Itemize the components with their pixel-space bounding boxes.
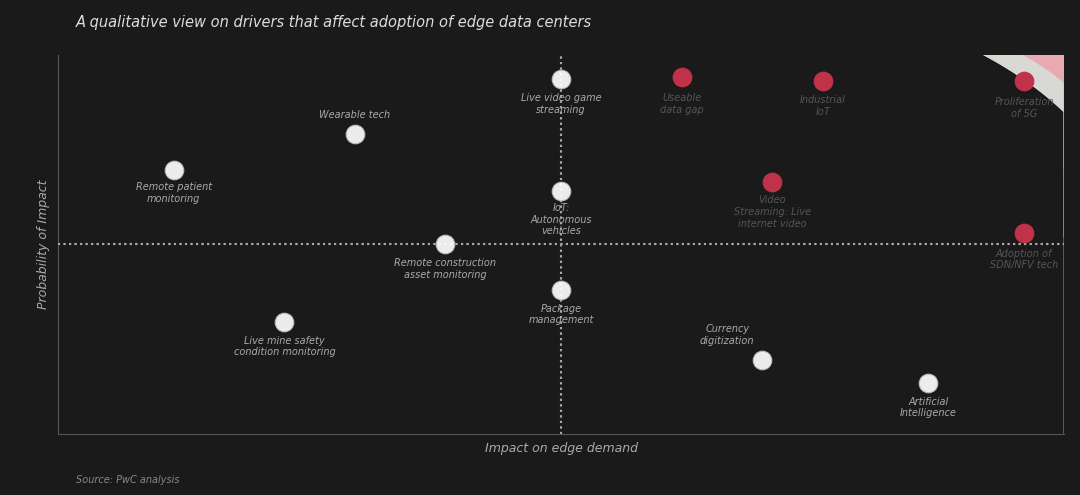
X-axis label: Impact on edge demand: Impact on edge demand	[485, 442, 637, 455]
Point	[754, 356, 771, 364]
Text: Adoption of
SDN/NFV tech: Adoption of SDN/NFV tech	[990, 248, 1058, 270]
Point	[764, 178, 781, 186]
Text: Source: PwC analysis: Source: PwC analysis	[76, 475, 179, 485]
Y-axis label: Probability of Impact: Probability of Impact	[37, 180, 50, 309]
Point	[436, 240, 454, 248]
Polygon shape	[642, 0, 1080, 237]
Point	[1015, 77, 1032, 85]
Point	[347, 130, 364, 138]
Text: Remote construction
asset monitoring: Remote construction asset monitoring	[394, 258, 497, 280]
Text: Remote patient
monitoring: Remote patient monitoring	[136, 182, 212, 204]
Text: Wearable tech: Wearable tech	[320, 110, 390, 120]
Point	[814, 77, 832, 85]
Polygon shape	[642, 0, 1080, 434]
Point	[1015, 229, 1032, 237]
Text: Currency
digitization: Currency digitization	[700, 325, 755, 346]
Point	[920, 379, 937, 387]
Text: Industrial
IoT: Industrial IoT	[800, 95, 846, 117]
Text: Package
management: Package management	[528, 303, 594, 325]
Point	[165, 166, 183, 174]
Polygon shape	[823, 9, 1080, 168]
Text: IoT:
Autonomous
vehicles: IoT: Autonomous vehicles	[530, 203, 592, 236]
Point	[553, 75, 570, 83]
Point	[275, 318, 293, 326]
Text: A qualitative view on drivers that affect adoption of edge data centers: A qualitative view on drivers that affec…	[76, 15, 592, 30]
Text: Proliferation
of 5G: Proliferation of 5G	[995, 97, 1054, 118]
Point	[553, 187, 570, 195]
Point	[673, 73, 690, 81]
Text: Useable
data gap: Useable data gap	[660, 93, 704, 115]
Point	[553, 286, 570, 294]
Text: Live mine safety
condition monitoring: Live mine safety condition monitoring	[233, 336, 335, 357]
Text: Artificial
Intelligence: Artificial Intelligence	[900, 396, 957, 418]
Text: Video
Streaming: Live
internet video: Video Streaming: Live internet video	[734, 196, 811, 229]
Text: Live video game
streaming: Live video game streaming	[521, 93, 602, 115]
